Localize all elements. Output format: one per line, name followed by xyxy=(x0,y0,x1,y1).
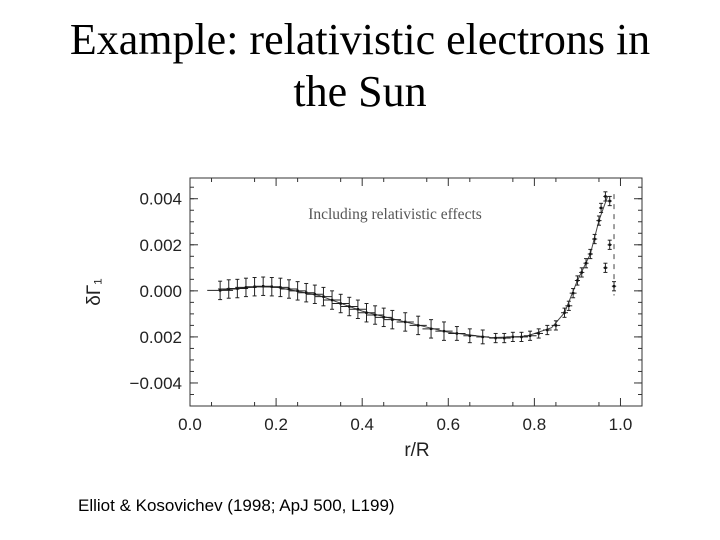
data-point xyxy=(608,243,611,246)
data-point xyxy=(576,279,579,282)
data-point xyxy=(279,286,282,289)
data-point xyxy=(597,219,601,222)
data-point xyxy=(296,289,299,293)
data-point xyxy=(373,313,377,317)
data-point xyxy=(537,332,540,335)
y-axis-label: δΓ₁ xyxy=(84,278,105,305)
x-tick-label: 0.4 xyxy=(350,415,374,434)
data-point xyxy=(348,305,351,308)
y-tick-label: 0.004 xyxy=(139,190,182,209)
data-point xyxy=(593,237,596,241)
data-point xyxy=(365,311,368,314)
data-point xyxy=(305,291,308,294)
data-point xyxy=(339,302,342,305)
data-point xyxy=(503,336,506,340)
data-point xyxy=(244,286,248,289)
data-point xyxy=(563,311,566,314)
data-point xyxy=(599,206,603,210)
data-point xyxy=(494,336,497,340)
data-point xyxy=(236,287,239,290)
y-tick-label: 0.002 xyxy=(139,328,182,347)
x-tick-label: 1.0 xyxy=(609,415,633,434)
slide-title-line-2: the Sun xyxy=(293,67,427,116)
data-point xyxy=(567,304,571,308)
data-point xyxy=(404,320,407,324)
data-point xyxy=(604,266,607,270)
data-point xyxy=(608,199,611,203)
data-point xyxy=(584,262,588,265)
slide-title: Example: relativistic electrons in the S… xyxy=(0,14,720,118)
data-point xyxy=(442,329,446,333)
data-point xyxy=(382,316,385,319)
x-tick-label: 0.2 xyxy=(264,415,288,434)
data-point xyxy=(546,328,549,332)
x-axis-ticks xyxy=(189,178,643,406)
slide-title-line-1: Example: relativistic electrons in xyxy=(69,15,651,64)
x-tick-label: 0.6 xyxy=(436,415,460,434)
data-point xyxy=(455,332,459,335)
y-axis-tick-labels: 0.004 0.002 0.000 0.002 −0.004 xyxy=(130,190,182,393)
y-tick-label: 0.002 xyxy=(139,236,182,255)
plot-frame xyxy=(189,177,643,407)
x-axis-label: r/R xyxy=(404,440,429,461)
data-point xyxy=(580,271,583,274)
figure-caption: Elliot & Kosovichev (1998; ApJ 500, L199… xyxy=(78,496,395,515)
data-point xyxy=(520,335,523,339)
y-tick-label: −0.004 xyxy=(130,374,182,393)
data-point xyxy=(330,298,334,302)
chart-annotation: Including relativistic effects xyxy=(308,206,482,223)
data-point xyxy=(270,285,273,288)
data-point xyxy=(322,295,325,298)
data-points-group xyxy=(207,191,617,345)
data-point xyxy=(356,308,360,311)
data-point xyxy=(571,291,575,295)
data-point xyxy=(511,335,515,339)
data-point xyxy=(528,334,532,337)
data-point xyxy=(589,252,592,256)
data-point xyxy=(612,285,616,288)
x-tick-label: 0.8 xyxy=(523,415,547,434)
data-point xyxy=(391,318,394,321)
y-tick-label: 0.000 xyxy=(139,282,182,301)
x-tick-label: 0.0 xyxy=(178,415,202,434)
data-point xyxy=(287,287,291,291)
data-point xyxy=(468,334,472,337)
data-point xyxy=(429,327,433,331)
data-point xyxy=(218,289,222,292)
data-point xyxy=(554,324,558,327)
data-point xyxy=(481,335,484,339)
y-axis-ticks xyxy=(190,186,642,407)
x-axis-tick-labels: 0.0 0.2 0.4 0.6 0.8 1.0 xyxy=(178,415,632,434)
data-point xyxy=(313,293,317,296)
data-point xyxy=(416,324,420,327)
data-point xyxy=(604,195,607,198)
